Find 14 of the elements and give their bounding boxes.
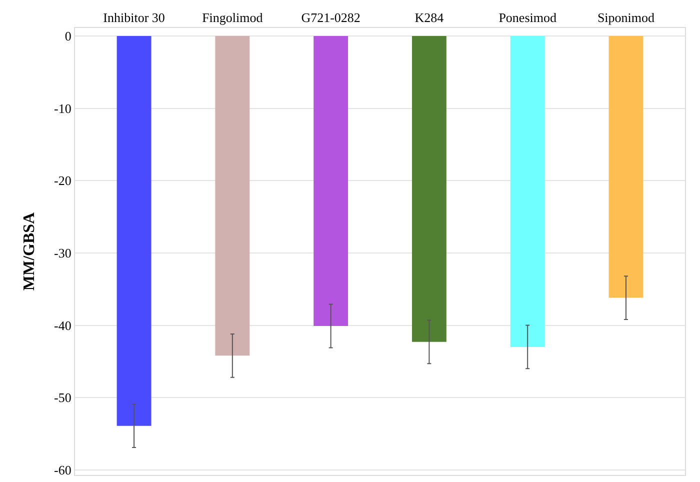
x-tick-label: Siponimod	[597, 10, 655, 25]
y-tick-label: -10	[54, 100, 72, 116]
y-tick-label: -20	[54, 173, 72, 188]
y-tick-label: -30	[54, 246, 72, 260]
x-tick-label: Ponesimod	[498, 10, 557, 25]
x-tick-label: Fingolimod	[202, 10, 264, 25]
x-tick-label: Inhibitor 30	[103, 10, 165, 25]
x-tick-label: K284	[414, 10, 444, 25]
y-tick-label: 0	[64, 28, 72, 44]
x-tick-label: G721-0282	[301, 10, 360, 25]
y-tick-label: -40	[54, 318, 72, 333]
y-axis-title: MM/GBSA	[20, 212, 38, 291]
y-tick-label: -60	[54, 462, 72, 478]
y-tick-label: -50	[54, 390, 72, 406]
